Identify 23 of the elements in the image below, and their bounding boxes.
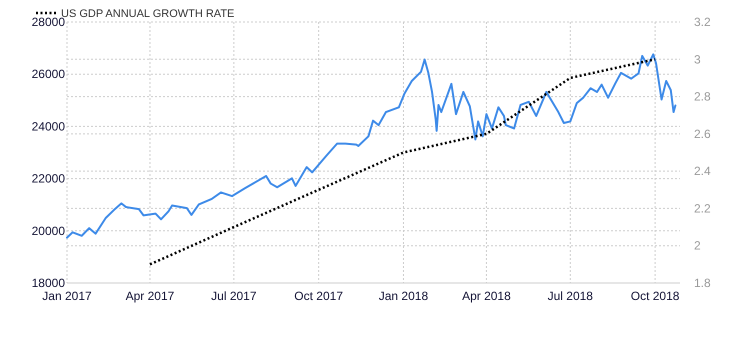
y2-tick-label: 2.2 bbox=[694, 201, 712, 216]
x-tick-label: Jan 2018 bbox=[378, 289, 428, 303]
x-tick-label: Jan 2017 bbox=[42, 289, 92, 303]
y-tick-label: 26000 bbox=[32, 67, 66, 82]
y-tick-label: 20000 bbox=[32, 224, 66, 238]
x-tick-label: Oct 2018 bbox=[630, 289, 680, 303]
y-tick-label: 24000 bbox=[32, 119, 66, 134]
line-series bbox=[148, 58, 656, 266]
x-tick-label: Jul 2017 bbox=[211, 289, 257, 303]
y-tick-label: 22000 bbox=[32, 172, 66, 186]
x-tick-label: Apr 2018 bbox=[462, 289, 512, 303]
y2-tick-label: 2.4 bbox=[694, 164, 712, 178]
line-series bbox=[66, 53, 676, 239]
y2-tick-label: 2.6 bbox=[694, 126, 712, 141]
y2-tick-label: 2.8 bbox=[694, 90, 712, 104]
y2-tick-label: 3 bbox=[694, 52, 701, 66]
y-tick-label: 18000 bbox=[32, 276, 66, 290]
x-tick-label: Jul 2018 bbox=[548, 289, 594, 303]
x-tick-label: Apr 2017 bbox=[126, 289, 175, 303]
y2-tick-label: 3.2 bbox=[694, 15, 712, 29]
x-tick-label: Oct 2017 bbox=[294, 289, 344, 303]
y2-tick-label: 1.8 bbox=[694, 276, 712, 290]
y2-tick-label: 2 bbox=[694, 238, 701, 253]
